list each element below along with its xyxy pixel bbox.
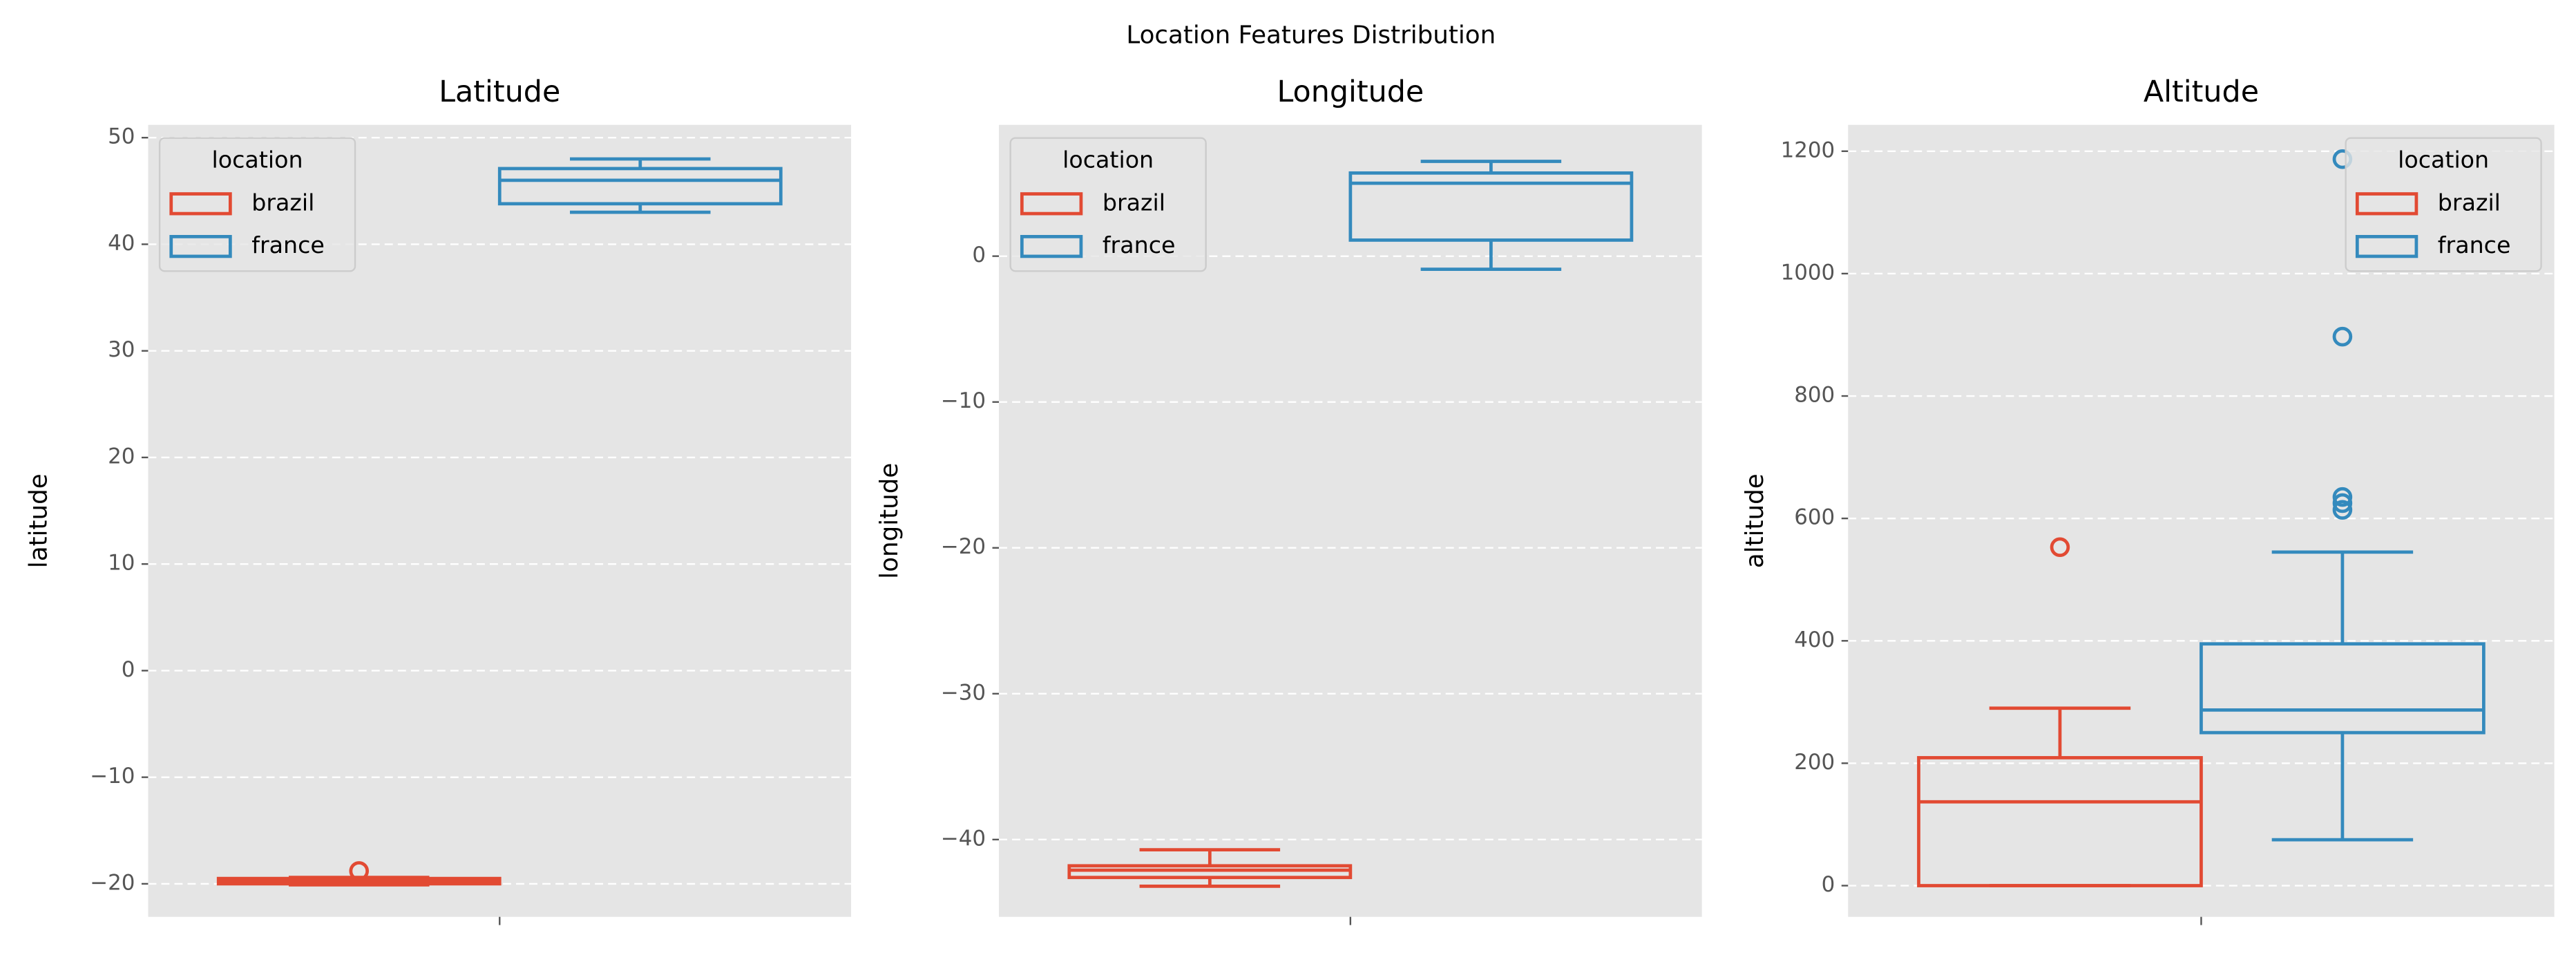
- y-tick-label: 50: [108, 124, 135, 149]
- y-tick-label: 0: [122, 657, 135, 682]
- legend-label: brazil: [2438, 189, 2501, 216]
- legend-label: france: [251, 232, 325, 258]
- box: [1348, 171, 1634, 242]
- subplot: 0 200 400 600 800 1000 1200 Altitude altitude loc…: [1741, 75, 2555, 925]
- legend-swatch: [169, 192, 232, 216]
- y-tick-label: 0: [972, 243, 986, 267]
- legend-title: location: [212, 147, 303, 173]
- legend-swatch: [2355, 234, 2418, 258]
- legend-title: location: [1062, 147, 1154, 173]
- subplot: −20 −10 0 10 20 30 40 50 Latitude latitude locatio…: [25, 75, 852, 925]
- box: [497, 167, 783, 206]
- y-tick-label: 20: [108, 444, 135, 469]
- legend-label: france: [2438, 232, 2511, 258]
- box: [1917, 756, 2203, 887]
- y-tick-label: 600: [1794, 505, 1835, 530]
- legend-label: brazil: [1103, 189, 1165, 216]
- y-tick-label: 400: [1794, 628, 1835, 652]
- outlier: [2332, 487, 2353, 507]
- y-tick-label: 30: [108, 337, 135, 362]
- y-tick-label: 1200: [1781, 138, 1835, 162]
- y-tick-label: −20: [941, 534, 986, 559]
- panel-title: Altitude: [2144, 75, 2259, 109]
- y-axis-label: altitude: [1741, 473, 1769, 568]
- y-tick-label: 0: [1822, 872, 1835, 897]
- y-tick-label: 200: [1794, 750, 1835, 775]
- legend-swatch: [169, 234, 232, 258]
- y-tick-label: −10: [90, 764, 135, 789]
- outlier: [2332, 493, 2353, 513]
- panel-title: Latitude: [439, 75, 560, 109]
- legend-swatch: [2355, 192, 2418, 216]
- subplot: −40 −30 −20 −10 0 Longitude longitude location b…: [875, 75, 1702, 925]
- legend-label: france: [1103, 232, 1176, 258]
- legend-swatch: [1020, 234, 1083, 258]
- legend-title: location: [2398, 147, 2489, 173]
- y-tick-label: −10: [941, 388, 986, 413]
- panel-title: Longitude: [1277, 75, 1424, 109]
- y-tick-label: 40: [108, 231, 135, 256]
- box: [2200, 642, 2486, 735]
- y-tick-label: −20: [90, 870, 135, 895]
- legend-label: brazil: [251, 189, 314, 216]
- figure-title: Location Features Distribution: [1126, 21, 1496, 49]
- legend-swatch: [1020, 192, 1083, 216]
- outlier: [349, 861, 370, 881]
- outlier: [2050, 537, 2070, 558]
- y-tick-label: −40: [941, 826, 986, 851]
- y-tick-label: 800: [1794, 383, 1835, 408]
- y-tick-label: 10: [108, 551, 135, 576]
- y-axis-label: latitude: [25, 473, 53, 568]
- y-axis-label: longitude: [875, 463, 904, 579]
- outlier: [2332, 500, 2353, 520]
- y-tick-label: 1000: [1781, 260, 1835, 285]
- outlier: [2332, 326, 2353, 347]
- y-tick-label: −30: [941, 680, 986, 705]
